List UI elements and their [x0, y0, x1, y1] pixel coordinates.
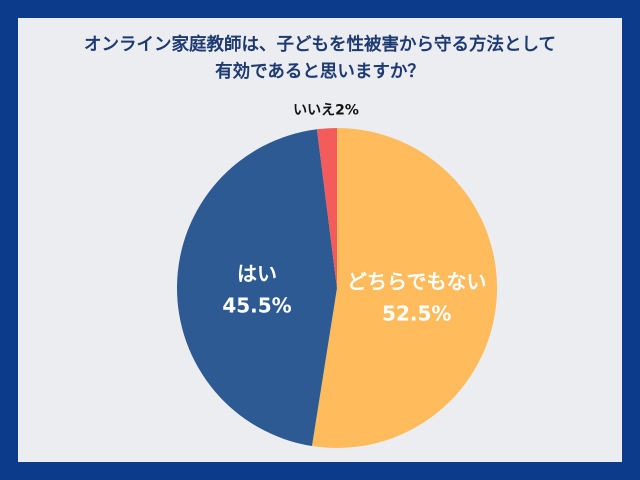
pie-chart: どちらでもない 52.5% はい 45.5% いいえ2%	[177, 102, 498, 448]
pie-slice-2	[316, 128, 337, 288]
slice-label-0: どちらでもない	[347, 269, 486, 293]
pie-slice-1	[177, 129, 337, 447]
slice-value-0: 52.5%	[382, 301, 451, 325]
chart-panel: オンライン家庭教師は、子どもを性被害から守る方法として 有効であると思いますか？…	[18, 18, 622, 462]
title-line-2: 有効であると思いますか？	[215, 62, 425, 82]
slice-label-1: はい	[237, 262, 277, 286]
slice-label-2: いいえ2%	[293, 102, 359, 118]
chart-title: オンライン家庭教師は、子どもを性被害から守る方法として 有効であると思いますか？	[18, 32, 622, 86]
slice-value-1: 45.5%	[222, 294, 291, 318]
pie-slice-0	[311, 128, 498, 448]
title-line-1: オンライン家庭教師は、子どもを性被害から守る方法として	[84, 35, 556, 55]
